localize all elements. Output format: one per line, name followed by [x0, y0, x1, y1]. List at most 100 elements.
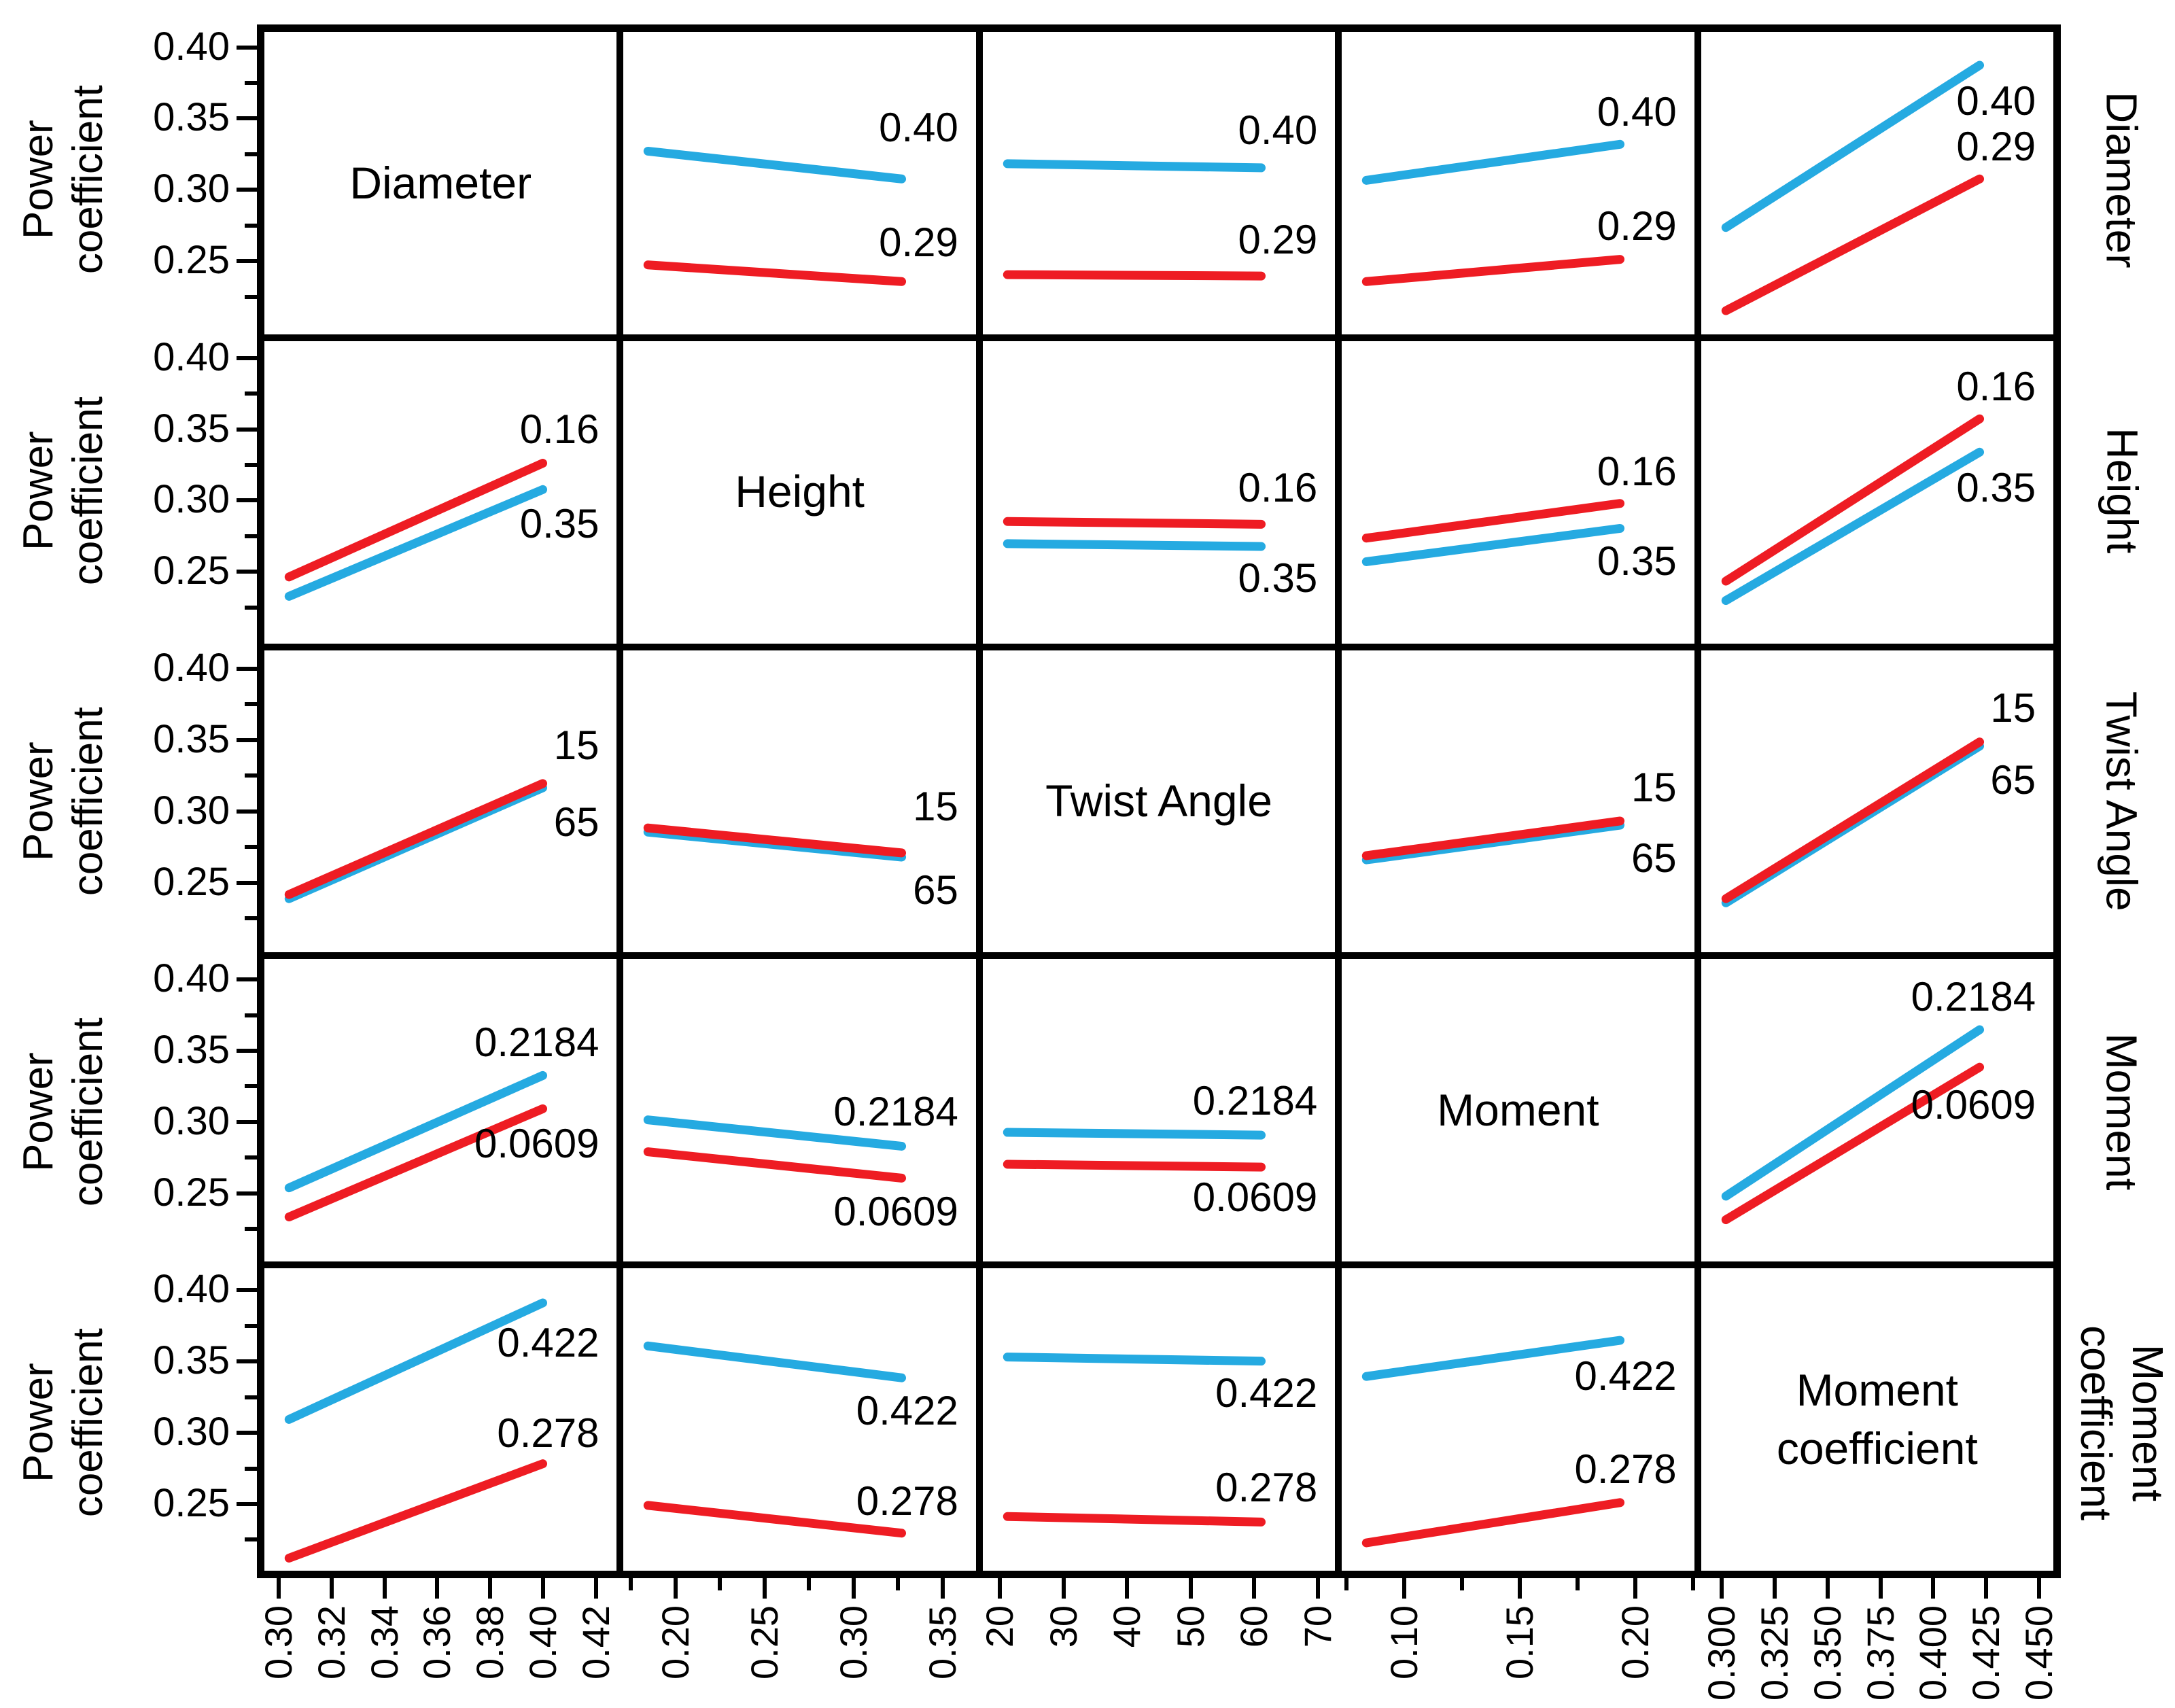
red-level-line	[1366, 1503, 1620, 1543]
blue-level-line	[648, 1120, 902, 1147]
x-major-tick	[1315, 1578, 1320, 1599]
row-label-height: Height	[2064, 335, 2175, 646]
panel-diameter-vs-moment: 0.40 0.29	[1338, 29, 1698, 338]
factor-title: Twist Angle	[1045, 775, 1272, 826]
interaction-lines	[1342, 650, 1694, 953]
level-label: 0.40	[879, 104, 958, 150]
panel-twist-angle-vs-diameter: 15 65	[261, 646, 621, 956]
x-tick-label: 0.425	[1964, 1605, 2008, 1701]
x-major-tick	[851, 1578, 856, 1599]
x-minor-tick	[1690, 1578, 1695, 1590]
x-tick-label: 0.42	[574, 1605, 617, 1679]
panel-diameter-vs-height: 0.40 0.29	[620, 29, 979, 338]
y-minor-tick	[245, 773, 257, 778]
y-major-tick	[237, 666, 257, 671]
y-minor-tick	[245, 223, 257, 228]
interaction-lines	[983, 1268, 1335, 1571]
x-major-tick	[1984, 1578, 1989, 1599]
y-minor-tick	[245, 534, 257, 538]
level-label: 0.35	[1238, 555, 1318, 601]
row-label-text: Twist Angle	[2097, 691, 2146, 911]
red-level-line	[1007, 1516, 1261, 1522]
panel-diameter-vs-twist-angle: 0.40 0.29	[979, 29, 1339, 338]
x-minor-tick	[1344, 1578, 1349, 1590]
blue-level-line	[1726, 1030, 1979, 1196]
interaction-lines	[1701, 650, 2053, 953]
y-minor-tick	[245, 1537, 257, 1542]
interaction-lines	[1342, 32, 1694, 334]
x-tick-label: 0.30	[256, 1605, 300, 1679]
red-level-line	[1007, 275, 1261, 276]
row-label-text: Moment	[2097, 1033, 2146, 1191]
x-minor-tick	[1575, 1578, 1580, 1590]
red-level-line	[648, 265, 902, 282]
x-major-tick	[762, 1578, 767, 1599]
red-level-line	[289, 1109, 542, 1217]
blue-level-line	[648, 1346, 902, 1378]
panel-twist-angle-vs-moment: 15 65	[1338, 646, 1698, 956]
panel-diagonal-height: Height	[620, 337, 979, 647]
blue-level-line	[1007, 1132, 1261, 1135]
panel-height-vs-twist-angle: 0.16 0.35	[979, 337, 1339, 647]
panel-moment-coefficient-vs-moment: 0.422 0.278	[1338, 1265, 1698, 1574]
interaction-lines	[1701, 341, 2053, 644]
red-level-line	[289, 783, 542, 894]
level-label: 0.29	[1238, 217, 1318, 263]
y-tick-label: 0.25	[153, 1170, 230, 1215]
x-major-tick	[329, 1578, 334, 1599]
red-level-line	[1366, 260, 1620, 282]
level-label: 0.16	[1597, 448, 1677, 494]
row-label-moment-coefficient: Moment coefficient	[2064, 1268, 2175, 1578]
y-minor-tick	[245, 391, 257, 396]
y-major-tick	[237, 1119, 257, 1124]
y-tick-label: 0.25	[153, 1480, 230, 1525]
y-minor-tick	[245, 605, 257, 610]
y-tick-label: 0.35	[153, 1338, 230, 1383]
y-minor-tick	[245, 1227, 257, 1232]
red-level-line	[1007, 521, 1261, 524]
level-label: 0.16	[1956, 364, 2036, 410]
x-major-tick	[2037, 1578, 2042, 1599]
y-major-tick	[237, 1359, 257, 1364]
y-minor-tick	[245, 1395, 257, 1399]
y-tick-label: 0.35	[153, 95, 230, 140]
x-minor-tick	[629, 1578, 633, 1590]
level-label: 0.0609	[1192, 1174, 1318, 1221]
panel-height-vs-moment-coefficient: 0.16 0.35	[1697, 337, 2057, 647]
x-tick-label: 0.34	[362, 1605, 406, 1679]
panel-moment-coefficient-vs-height: 0.422 0.278	[620, 1265, 979, 1574]
y-minor-tick	[245, 1323, 257, 1328]
level-label: 0.40	[1597, 89, 1677, 135]
y-tick-label: 0.25	[153, 859, 230, 904]
level-label: 0.278	[856, 1478, 958, 1524]
x-tick-label: 0.325	[1752, 1605, 1796, 1701]
x-major-tick	[1188, 1578, 1193, 1599]
panel-moment-vs-twist-angle: 0.2184 0.0609	[979, 956, 1339, 1266]
factor-title: Moment coefficient	[1776, 1364, 1978, 1474]
y-tick-label: 0.25	[153, 238, 230, 283]
panel-twist-angle-vs-height: 15 65	[620, 646, 979, 956]
level-label: 0.422	[1574, 1353, 1677, 1399]
level-label: 0.35	[519, 501, 599, 547]
panel-moment-coefficient-vs-diameter: 0.422 0.278	[261, 1265, 621, 1574]
blue-level-line	[1366, 1340, 1620, 1376]
panel-diagonal-moment: Moment	[1338, 956, 1698, 1266]
x-major-tick	[541, 1578, 546, 1599]
row-label-text: Diameter	[2097, 91, 2146, 268]
y-minor-tick	[245, 1466, 257, 1471]
x-tick-label: 40	[1105, 1605, 1149, 1648]
blue-level-line	[289, 1303, 542, 1419]
level-label: 0.278	[1574, 1446, 1677, 1493]
y-minor-tick	[245, 845, 257, 850]
blue-level-line	[1007, 164, 1261, 168]
y-tick-label: 0.30	[153, 1098, 230, 1143]
x-tick-label: 0.10	[1382, 1605, 1425, 1679]
x-major-tick	[276, 1578, 281, 1599]
level-label: 0.16	[1238, 465, 1318, 511]
red-level-line	[289, 463, 542, 576]
row-label-twist-angle: Twist Angle	[2064, 646, 2175, 956]
y-minor-tick	[245, 152, 257, 156]
x-tick-label: 0.36	[415, 1605, 459, 1679]
panel-moment-vs-diameter: 0.2184 0.0609	[261, 956, 621, 1266]
